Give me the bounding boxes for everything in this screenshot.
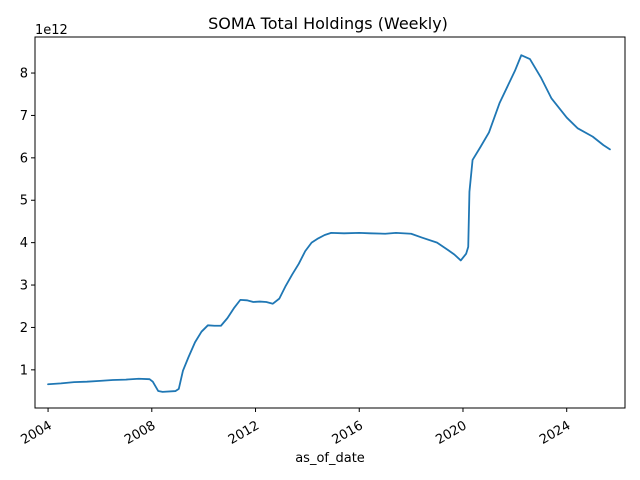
x-tick-label: 2012 — [226, 418, 262, 448]
x-tick-label: 2008 — [122, 418, 158, 448]
x-axis: 2004 2008 2012 2016 2020 2024 — [18, 408, 573, 448]
x-axis-label: as_of_date — [295, 451, 365, 466]
y-tick-label: 6 — [20, 151, 28, 166]
y-offset-label: 1e12 — [35, 23, 68, 38]
axes — [34, 36, 626, 409]
y-tick-label: 8 — [20, 67, 28, 82]
y-tick-label: 7 — [20, 109, 28, 124]
y-tick-label: 3 — [20, 279, 28, 294]
x-tick-label: 2020 — [433, 418, 469, 448]
y-tick-label: 4 — [20, 236, 28, 251]
y-tick-label: 1 — [20, 363, 28, 378]
x-tick-label: 2004 — [18, 418, 54, 448]
y-tick-label: 5 — [20, 194, 28, 209]
plot-area — [47, 54, 611, 393]
series-line-0 — [47, 54, 611, 393]
chart-title: SOMA Total Holdings (Weekly) — [208, 14, 448, 33]
y-axis: 1 2 3 4 5 6 7 8 — [20, 67, 35, 378]
axes-frame — [34, 36, 626, 409]
x-tick-label: 2024 — [537, 418, 573, 448]
x-tick-label: 2016 — [330, 418, 366, 448]
y-tick-label: 2 — [20, 321, 28, 336]
